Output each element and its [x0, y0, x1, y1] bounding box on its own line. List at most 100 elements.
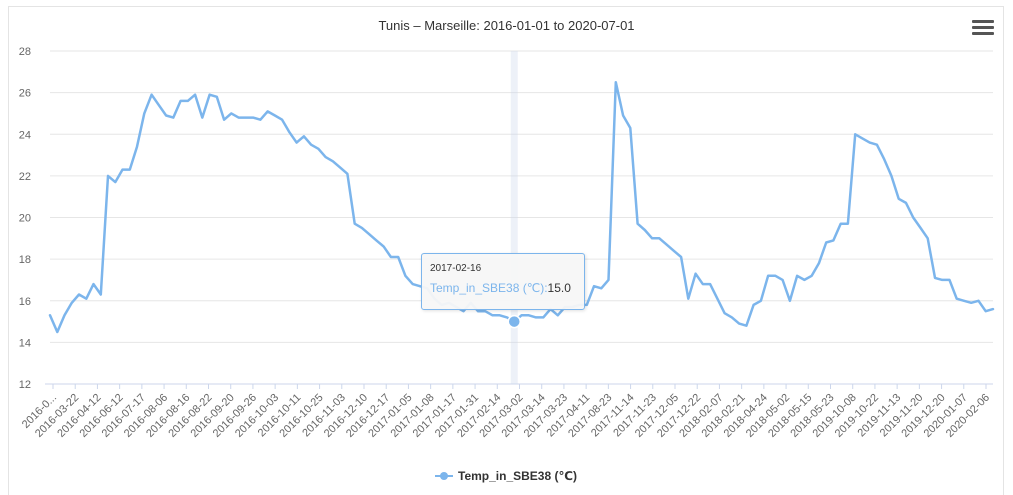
data-point[interactable] — [360, 226, 364, 230]
data-point[interactable] — [84, 297, 88, 301]
data-point[interactable] — [520, 313, 524, 317]
series-line[interactable] — [48, 80, 995, 334]
data-point[interactable] — [976, 299, 980, 303]
data-point[interactable] — [171, 116, 175, 120]
data-point[interactable] — [237, 116, 241, 120]
data-point[interactable] — [643, 228, 647, 232]
data-point[interactable] — [650, 236, 654, 240]
data-point[interactable] — [208, 93, 212, 97]
data-point[interactable] — [701, 282, 705, 286]
data-point[interactable] — [128, 168, 132, 172]
data-point[interactable] — [694, 272, 698, 276]
data-point[interactable] — [142, 111, 146, 115]
data-point[interactable] — [860, 136, 864, 140]
data-point[interactable] — [498, 313, 502, 317]
data-point[interactable] — [853, 132, 857, 136]
data-point[interactable] — [882, 157, 886, 161]
data-point[interactable] — [403, 274, 407, 278]
data-point[interactable] — [665, 243, 669, 247]
data-point[interactable] — [657, 236, 661, 240]
data-point[interactable] — [222, 118, 226, 122]
data-point[interactable] — [947, 278, 951, 282]
data-point[interactable] — [955, 297, 959, 301]
data-point[interactable] — [911, 216, 915, 220]
data-point[interactable] — [962, 299, 966, 303]
data-point[interactable] — [926, 236, 930, 240]
data-point[interactable] — [229, 111, 233, 115]
data-point[interactable] — [868, 141, 872, 145]
data-point[interactable] — [831, 238, 835, 242]
data-point[interactable] — [258, 118, 262, 122]
data-point[interactable] — [585, 303, 589, 307]
data-point[interactable] — [628, 126, 632, 130]
hamburger-menu-icon[interactable] — [972, 20, 994, 38]
data-point[interactable] — [193, 93, 197, 97]
data-point[interactable] — [70, 301, 74, 305]
data-point[interactable] — [345, 172, 349, 176]
data-point[interactable] — [541, 315, 545, 319]
data-point[interactable] — [672, 249, 676, 253]
data-point[interactable] — [839, 222, 843, 226]
data-point[interactable] — [215, 95, 219, 99]
data-point[interactable] — [744, 324, 748, 328]
data-point[interactable] — [781, 278, 785, 282]
data-point[interactable] — [382, 245, 386, 249]
data-point[interactable] — [490, 313, 494, 317]
data-point[interactable] — [324, 155, 328, 159]
data-point[interactable] — [244, 116, 248, 120]
data-point[interactable] — [389, 255, 393, 259]
data-point[interactable] — [614, 80, 618, 84]
data-point[interactable] — [164, 114, 168, 118]
data-point[interactable] — [55, 330, 59, 334]
data-point[interactable] — [752, 303, 756, 307]
data-point[interactable] — [817, 261, 821, 265]
data-point[interactable] — [77, 293, 81, 297]
data-point[interactable] — [592, 284, 596, 288]
data-point[interactable] — [636, 222, 640, 226]
data-point[interactable] — [723, 311, 727, 315]
data-point[interactable] — [846, 222, 850, 226]
data-point[interactable] — [396, 255, 400, 259]
legend-item[interactable]: Temp_in_SBE38 (℃) — [435, 467, 577, 485]
data-point[interactable] — [708, 282, 712, 286]
data-point[interactable] — [686, 297, 690, 301]
data-point[interactable] — [737, 322, 741, 326]
data-point[interactable] — [984, 309, 988, 313]
data-point[interactable] — [251, 116, 255, 120]
data-point[interactable] — [273, 114, 277, 118]
data-point[interactable] — [374, 238, 378, 242]
data-point[interactable] — [621, 114, 625, 118]
data-point[interactable] — [200, 116, 204, 120]
data-point[interactable] — [367, 232, 371, 236]
data-point[interactable] — [179, 99, 183, 103]
data-point[interactable] — [715, 297, 719, 301]
data-point[interactable] — [48, 313, 52, 317]
data-point[interactable] — [940, 278, 944, 282]
data-point[interactable] — [824, 240, 828, 244]
data-point[interactable] — [679, 255, 683, 259]
data-point[interactable] — [63, 313, 67, 317]
data-point[interactable] — [157, 103, 161, 107]
data-point[interactable] — [607, 278, 611, 282]
data-point[interactable] — [150, 93, 154, 97]
data-point[interactable] — [106, 174, 110, 178]
data-point[interactable] — [353, 222, 357, 226]
data-point[interactable] — [99, 293, 103, 297]
data-point[interactable] — [795, 274, 799, 278]
data-point[interactable] — [316, 147, 320, 151]
data-point[interactable] — [266, 109, 270, 113]
data-point[interactable] — [331, 159, 335, 163]
data-point[interactable] — [302, 134, 306, 138]
data-point[interactable] — [121, 168, 125, 172]
data-point[interactable] — [527, 313, 531, 317]
data-point[interactable] — [933, 276, 937, 280]
data-point[interactable] — [411, 282, 415, 286]
data-point[interactable] — [969, 301, 973, 305]
data-point[interactable] — [991, 307, 995, 311]
data-point[interactable] — [556, 313, 560, 317]
data-point[interactable] — [295, 141, 299, 145]
data-point[interactable] — [875, 143, 879, 147]
data-point[interactable] — [759, 299, 763, 303]
data-point[interactable] — [810, 274, 814, 278]
